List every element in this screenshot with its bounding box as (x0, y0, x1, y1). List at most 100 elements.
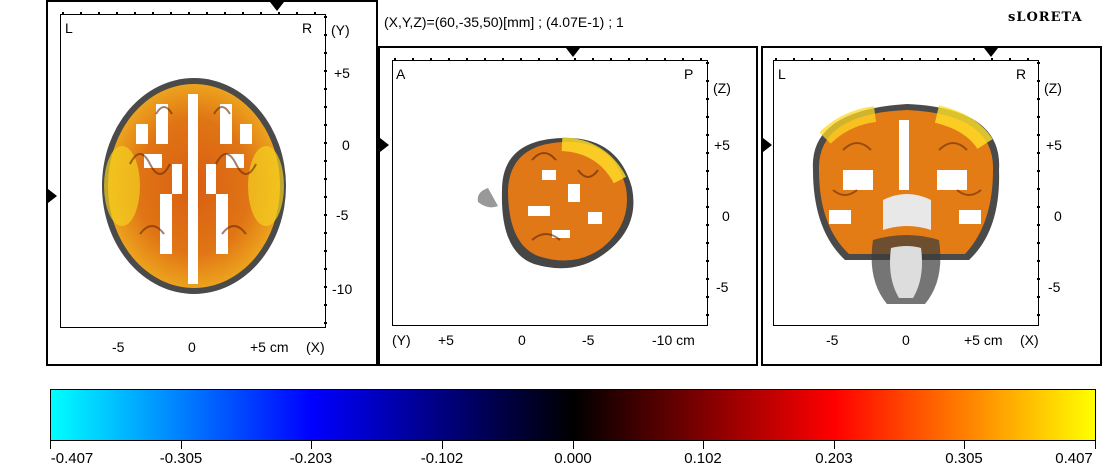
ruler-tick (324, 52, 327, 54)
colorbar-tick (964, 441, 965, 449)
ruler-tick (793, 58, 795, 61)
coronal-z-tick-label: 0 (1054, 208, 1062, 224)
axial-left-label: L (65, 20, 73, 36)
ruler-tick (1037, 116, 1040, 118)
ruler-tick (324, 250, 327, 252)
ruler-tick (188, 12, 190, 15)
ruler-tick (538, 58, 540, 61)
ruler-tick (706, 62, 709, 64)
ruler-tick (324, 160, 327, 162)
ruler-tick (706, 224, 709, 226)
sagittal-y-cursor-marker[interactable] (566, 48, 580, 57)
ruler-tick (1037, 134, 1040, 136)
sagittal-z-tick-label: +5 (714, 137, 730, 153)
ruler-tick (883, 58, 885, 61)
colorbar-tick-label: 0.000 (554, 450, 592, 467)
method-label: sLORETA (1008, 10, 1083, 25)
sagittal-z-tick-label: 0 (722, 208, 730, 224)
ruler-tick (706, 80, 709, 82)
ruler-tick (62, 12, 64, 15)
sagittal-y-tick-label: 0 (518, 332, 526, 348)
axial-x-tick-label: 0 (188, 339, 196, 355)
ruler-tick (706, 188, 709, 190)
coronal-brain-slice-image (812, 104, 1000, 304)
coronal-x-tick-label: +5 cm (964, 332, 1003, 348)
ruler-tick (324, 214, 327, 216)
coronal-x-cursor-marker[interactable] (984, 48, 998, 57)
axial-y-tick-label: +5 (334, 65, 350, 81)
ruler-tick (610, 58, 612, 61)
ruler-tick (1037, 260, 1040, 262)
ruler-tick (134, 12, 136, 15)
colorbar-tick (50, 441, 51, 449)
axial-x-cursor-marker[interactable] (270, 2, 284, 11)
colorbar-tick (573, 441, 574, 449)
coronal-z-axis-label: (Z) (1044, 80, 1062, 96)
ruler-tick (706, 278, 709, 280)
colorbar-tick-label: 0.407 (1055, 450, 1093, 467)
ruler-tick (520, 58, 522, 61)
ruler-tick (991, 58, 993, 61)
axial-y-tick-label: -10 (332, 281, 353, 297)
axial-y-tick-label: 0 (342, 137, 350, 153)
ruler-tick (706, 206, 709, 208)
ruler-tick (664, 58, 666, 61)
ruler-tick (706, 242, 709, 244)
ruler-tick (1037, 242, 1040, 244)
ruler-tick (502, 58, 504, 61)
sagittal-z-cursor-marker[interactable] (380, 138, 389, 152)
ruler-tick (324, 304, 327, 306)
colorbar-labels: -0.407 -0.305 -0.203 -0.102 0.000 0.102 0.203 0… (50, 451, 1096, 469)
ruler-tick (324, 322, 327, 324)
ruler-tick (646, 58, 648, 61)
coronal-left-label: L (778, 66, 786, 82)
cursor-coordinates-readout: (X,Y,Z)=(60,-35,50)[mm] ; (4.07E-1) ; 1 (384, 14, 624, 30)
ruler-tick (1037, 98, 1040, 100)
ruler-tick (1037, 278, 1040, 280)
ruler-tick (448, 58, 450, 61)
sagittal-y-tick-label: +5 (438, 332, 454, 348)
ruler-tick (324, 34, 327, 36)
colorbar-tick-label: -0.407 (50, 450, 94, 467)
colorbar-tick-label: 0.102 (684, 450, 722, 467)
coronal-z-tick-label: -5 (1048, 279, 1061, 295)
sagittal-y-tick-label: -5 (582, 332, 595, 348)
sagittal-brain-slice-image (477, 137, 634, 269)
ruler-tick (224, 12, 226, 15)
coronal-x-tick-label: -5 (826, 332, 839, 348)
colorbar-gradient (51, 390, 1095, 440)
ruler-tick (574, 58, 576, 61)
ruler-tick (324, 196, 327, 198)
ruler-tick (706, 134, 709, 136)
ruler-tick (324, 286, 327, 288)
ruler-tick (937, 58, 939, 61)
ruler-tick (628, 58, 630, 61)
colorbar-tick (834, 441, 835, 449)
colorbar (50, 389, 1096, 441)
colorbar-tick (181, 441, 182, 449)
ruler-tick (811, 58, 813, 61)
ruler-tick (260, 12, 262, 15)
colorbar-tick (311, 441, 312, 449)
ruler-tick (324, 178, 327, 180)
ruler-tick (1037, 206, 1040, 208)
sagittal-posterior-label: P (684, 66, 694, 82)
ruler-tick (847, 58, 849, 61)
ruler-tick (706, 170, 709, 172)
axial-y-cursor-marker[interactable] (48, 189, 57, 203)
coronal-z-cursor-marker[interactable] (763, 138, 772, 152)
ruler-tick (296, 12, 298, 15)
ruler-tick (1037, 314, 1040, 316)
ruler-tick (706, 296, 709, 298)
ruler-tick (324, 16, 327, 18)
ruler-tick (314, 12, 316, 15)
colorbar-tick-label: -0.305 (159, 450, 203, 467)
ruler-tick (324, 232, 327, 234)
ruler-tick (278, 12, 280, 15)
ruler-tick (1037, 188, 1040, 190)
ruler-tick (324, 142, 327, 144)
ruler-tick (80, 12, 82, 15)
ruler-tick (1009, 58, 1011, 61)
ruler-tick (775, 58, 777, 61)
axial-brain-slice-image (102, 78, 286, 294)
